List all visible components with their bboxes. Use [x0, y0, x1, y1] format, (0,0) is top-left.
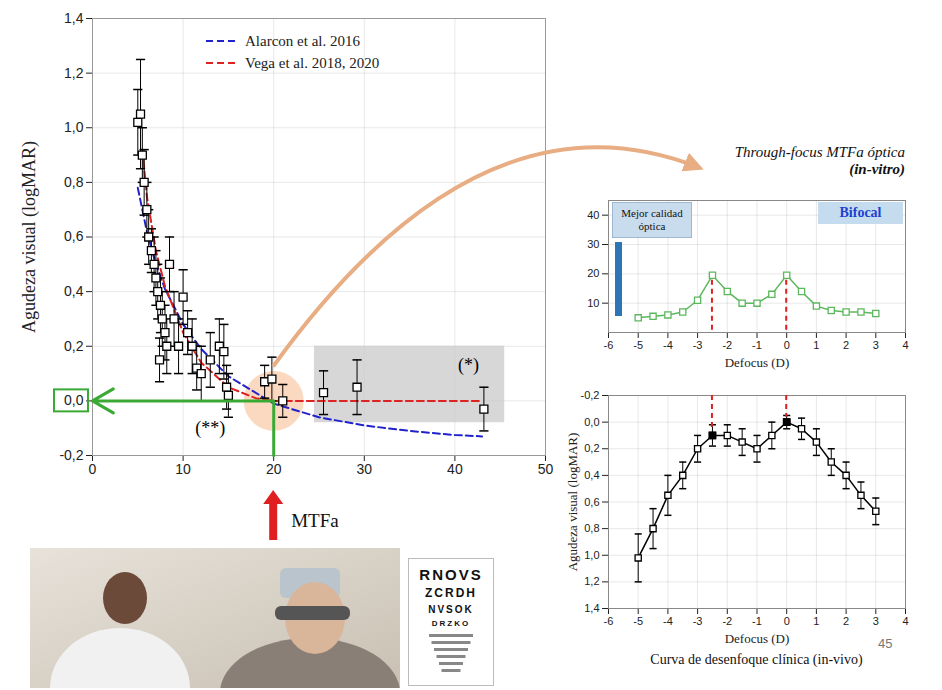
- svg-text:4: 4: [902, 615, 908, 627]
- svg-text:0,0: 0,0: [64, 392, 84, 408]
- svg-text:0,8: 0,8: [64, 174, 84, 190]
- svg-text:-5: -5: [633, 339, 643, 351]
- svg-text:Agudeza visual (logMAR): Agudeza visual (logMAR): [19, 141, 40, 333]
- svg-text:0,2: 0,2: [584, 442, 599, 454]
- svg-text:1,4: 1,4: [64, 10, 84, 26]
- svg-text:1,4: 1,4: [584, 602, 599, 614]
- svg-text:-2: -2: [722, 615, 732, 627]
- svg-text:2: 2: [843, 615, 849, 627]
- svg-text:-4: -4: [663, 339, 673, 351]
- svg-text:-2: -2: [722, 339, 732, 351]
- svg-text:40: 40: [447, 461, 463, 477]
- svg-text:3: 3: [873, 339, 879, 351]
- svg-text:(**): (**): [195, 418, 225, 439]
- html-text:Mejor calidad óptica: Mejor calidad óptica: [621, 207, 683, 232]
- svg-text:1,2: 1,2: [584, 575, 599, 587]
- svg-text:50: 50: [538, 461, 554, 477]
- svg-text:1: 1: [813, 339, 819, 351]
- svg-text:-4: -4: [663, 615, 673, 627]
- svg-text:10: 10: [175, 461, 191, 477]
- svg-text:-0,2: -0,2: [581, 389, 600, 401]
- svg-text:Defocus (D): Defocus (D): [725, 355, 790, 370]
- svg-text:-0,2: -0,2: [59, 447, 83, 463]
- html-text:(in-vitro): (in-vitro): [849, 161, 905, 177]
- svg-text:-6: -6: [604, 339, 614, 351]
- svg-text:-1: -1: [752, 615, 762, 627]
- svg-text:Defocus (D): Defocus (D): [725, 631, 790, 646]
- svg-text:0,2: 0,2: [64, 338, 84, 354]
- svg-text:2: 2: [843, 339, 849, 351]
- svg-text:0,4: 0,4: [584, 469, 599, 481]
- svg-text:1,0: 1,0: [64, 119, 84, 135]
- svg-text:1: 1: [813, 615, 819, 627]
- svg-text:0: 0: [89, 461, 97, 477]
- svg-text:(*): (*): [458, 355, 479, 376]
- svg-text:20: 20: [266, 461, 282, 477]
- html-text:Bifocal: Bifocal: [839, 205, 882, 220]
- html-text:RNOVS: RNOVS: [419, 566, 483, 583]
- html-text:45: 45: [878, 636, 893, 651]
- svg-text:40: 40: [587, 209, 599, 221]
- svg-text:Agudeza visual (logMAR): Agudeza visual (logMAR): [565, 433, 580, 572]
- svg-text:3: 3: [873, 615, 879, 627]
- svg-text:10: 10: [587, 297, 599, 309]
- svg-text:-6: -6: [604, 615, 614, 627]
- svg-text:0,4: 0,4: [64, 283, 84, 299]
- svg-text:1,2: 1,2: [64, 65, 84, 81]
- html-text:Through-focus MTFa óptica: Through-focus MTFa óptica: [734, 144, 905, 160]
- svg-text:0,0: 0,0: [584, 416, 599, 428]
- svg-text:0: 0: [784, 615, 790, 627]
- svg-text:-3: -3: [693, 339, 703, 351]
- svg-text:-5: -5: [633, 615, 643, 627]
- svg-text:30: 30: [357, 461, 373, 477]
- html-text:Curva de desenfoque clínica (i: Curva de desenfoque clínica (in-vivo): [650, 652, 863, 667]
- html-text:DRZKO: DRZKO: [431, 619, 471, 628]
- svg-text:0: 0: [784, 339, 790, 351]
- svg-text:1,0: 1,0: [584, 549, 599, 561]
- svg-text:4: 4: [902, 339, 908, 351]
- svg-text:20: 20: [587, 267, 599, 279]
- svg-text:MTFa: MTFa: [291, 510, 339, 531]
- html-text:Alarcon et al. 2016: Alarcon et al. 2016: [245, 33, 360, 49]
- svg-text:0,8: 0,8: [584, 522, 599, 534]
- html-text:NVSOK: NVSOK: [428, 604, 474, 615]
- svg-text:0,6: 0,6: [584, 496, 599, 508]
- svg-text:-1: -1: [752, 339, 762, 351]
- svg-text:0,6: 0,6: [64, 228, 84, 244]
- svg-text:-3: -3: [693, 615, 703, 627]
- html-text:Vega et al. 2018, 2020: Vega et al. 2018, 2020: [245, 55, 380, 71]
- svg-text:30: 30: [587, 238, 599, 250]
- html-text:ZCRDH: ZCRDH: [425, 586, 477, 600]
